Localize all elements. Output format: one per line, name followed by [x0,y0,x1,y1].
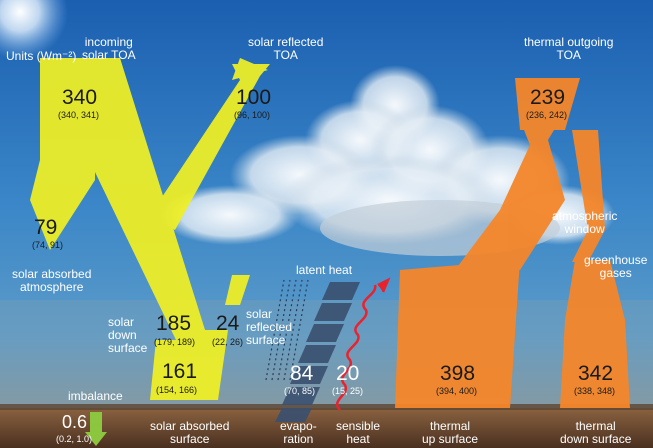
imbalance-arrow [85,412,107,446]
sensible-heat-value: 20 [336,362,360,385]
evaporation-label-line2: ration [283,432,314,447]
solar-absorbed-atmosphere-label-line1: solar absorbed [12,267,92,281]
evaporation-range: (70, 85) [284,386,316,396]
sensible-heat-label-line1: sensible [336,419,381,433]
evaporation-value: 84 [290,362,314,385]
solar-down-surface-label-line2: down [108,328,137,343]
solar-reflected-toa-label-line2: TOA [273,48,298,63]
solar-reflected-toa-label-line1: solar reflected [248,35,324,49]
solar-absorbed-atmosphere-range: (74, 91) [32,240,64,250]
thermal-up-surface-range: (394, 400) [436,386,478,396]
evaporation-stipple [265,279,309,381]
thermal-up-surface-band [395,260,520,408]
incoming-solar-toa-value: 340 [62,86,98,109]
evaporation-label-line1: evapo- [280,419,317,433]
solar-reflected-surface-value: 24 [216,312,240,335]
sensible-heat-label-line2: heat [346,432,370,447]
solar-reflected-toa-label: solar reflected TOA [248,35,324,63]
solar-reflected-surface-label-line2: reflected [246,320,293,335]
incoming-solar-toa-range: (340, 341) [58,110,100,120]
thermal-up-surface-value: 398 [440,362,476,385]
sensible-heat-range: (15, 25) [332,386,364,396]
solar-absorbed-surface-label-line1: solar absorbed [150,419,230,433]
solar-flow-arrows [30,58,270,400]
solar-reflected-toa-value: 100 [236,86,272,109]
greenhouse-gases-label-line1: greenhouse [584,253,648,267]
solar-reflected-surface-band [225,275,250,305]
solar-absorbed-surface-range: (154, 166) [156,385,198,395]
imbalance-label: imbalance [68,389,123,403]
solar-down-surface-label: solar down surface [108,315,148,356]
solar-reflected-toa-range: (96, 100) [234,110,271,120]
evaporation-label: evapo- ration [280,419,317,447]
thermal-outgoing-toa-value: 239 [530,86,566,109]
latent-heat-label: latent heat [296,263,353,277]
solar-reflected-surface-label-line1: solar [246,307,273,321]
thermal-rising-column [455,120,565,270]
thermal-down-surface-value: 342 [578,362,614,385]
sensible-heat-spiral [336,277,391,411]
imbalance-range: (0.2, 1.0) [56,434,93,444]
solar-reflected-arrowhead [232,58,268,80]
solar-absorbed-atmosphere-band [30,58,95,250]
thermal-down-surface-range: (338, 348) [574,386,616,396]
imbalance-value: 0.6 [62,412,88,432]
solar-down-surface-label-line3: surface [108,341,148,356]
solar-absorbed-atmosphere-value: 79 [34,216,58,239]
incoming-solar-toa-label-line2: solar TOA [82,48,136,63]
greenhouse-gases-label: greenhouse gases [584,253,648,281]
thermal-up-surface-label-line1: thermal [430,419,471,433]
thermal-flow-arrows [395,78,630,408]
thermal-outgoing-toa-band [515,78,580,130]
solar-absorbed-surface-value: 161 [162,360,198,383]
solar-absorbed-atmosphere-label-line2: atmosphere [20,280,84,295]
sun-icon [0,0,68,60]
solar-reflected-surface-label-line3: surface [246,333,286,348]
sensible-heat-label: sensible heat [336,419,381,447]
thermal-up-surface-label: thermal up surface [422,419,479,447]
solar-down-surface-label-line1: solar [108,315,135,329]
thermal-down-surface-band [560,260,630,408]
thermal-down-surface-label-line1: thermal [575,419,616,433]
solar-reflected-surface-range: (22, 26) [212,337,244,347]
units-label: Units (Wm⁻²) [6,49,77,63]
solar-reflected-surface-label: solar reflected surface [246,307,293,348]
thermal-outgoing-toa-label: thermal outgoing TOA [524,35,614,63]
greenhouse-gases-label-line2: gases [599,266,632,281]
thermal-down-surface-label-line2: down surface [560,432,632,447]
solar-absorbed-surface-label-line2: surface [170,432,210,447]
incoming-solar-toa-label-line1: incoming [84,35,133,49]
thermal-outgoing-toa-label-line1: thermal outgoing [524,35,614,49]
thermal-outgoing-toa-label-line2: TOA [556,48,581,63]
solar-down-surface-range: (179, 189) [154,337,196,347]
solar-down-surface-value: 185 [156,312,192,335]
ground-surface [0,408,653,448]
solar-absorbed-atmosphere-label: solar absorbed atmosphere [12,267,92,295]
greenhouse-gases-band [572,130,605,262]
atmospheric-window-label: atmospheric window [552,209,618,237]
thermal-up-surface-label-line2: up surface [422,432,479,447]
solar-absorbed-surface-label: solar absorbed surface [150,419,230,447]
latent-heat-arrows [275,282,360,422]
atmospheric-window-label-line2: window [564,222,605,237]
solar-reflected-band [108,64,270,230]
thermal-down-surface-label: thermal down surface [560,419,632,447]
atmospheric-window-label-line1: atmospheric [552,209,618,223]
incoming-solar-toa-label: incoming solar TOA [82,35,136,63]
thermal-outgoing-toa-range: (236, 242) [526,110,568,120]
